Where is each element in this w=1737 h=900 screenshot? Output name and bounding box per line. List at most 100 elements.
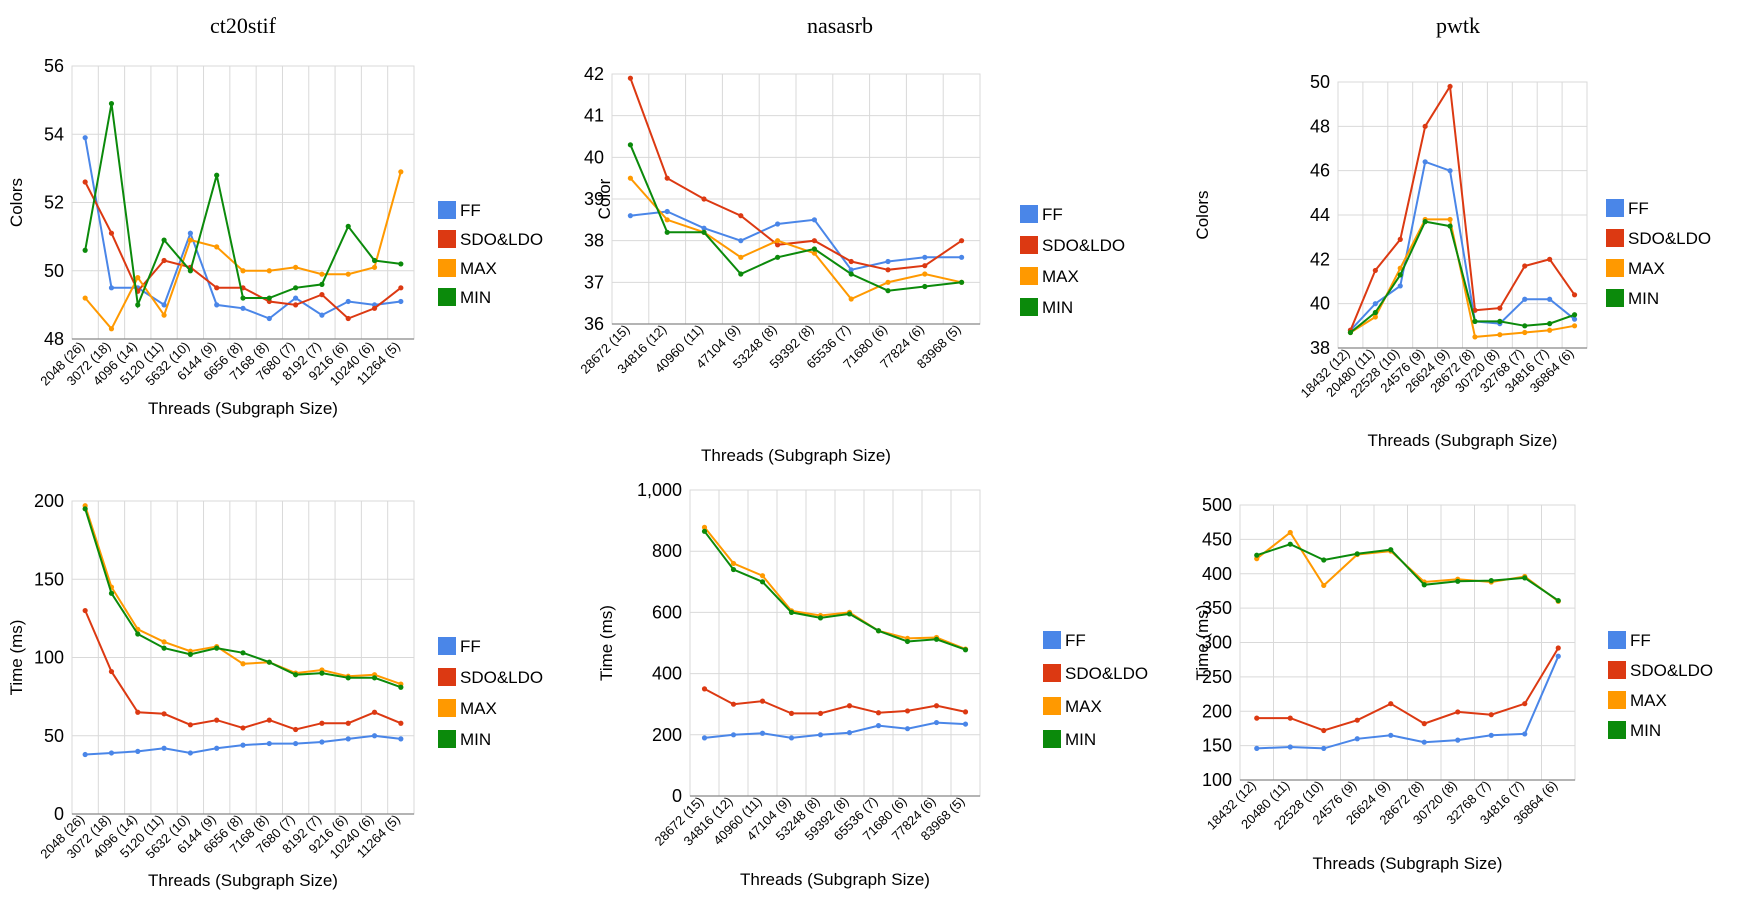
data-point-ff xyxy=(1372,301,1378,307)
data-point-min xyxy=(1547,321,1553,327)
data-point-min xyxy=(398,261,404,267)
y-tick-label: 300 xyxy=(1202,633,1232,653)
data-point-ff xyxy=(875,723,882,729)
data-point-sdo-ldo xyxy=(1421,721,1427,727)
y-tick-label: 400 xyxy=(1202,564,1232,584)
data-point-ff xyxy=(214,302,220,308)
data-point-sdo-ldo xyxy=(1397,236,1403,242)
data-point-max xyxy=(1497,332,1503,338)
y-tick-label: 39 xyxy=(584,189,604,209)
data-point-ff xyxy=(345,298,351,305)
legend-label: SDO&LDO xyxy=(1042,236,1125,255)
data-point-min xyxy=(1488,578,1494,584)
data-point-ff xyxy=(161,302,167,308)
legend-label: MAX xyxy=(460,259,497,278)
x-axis-label: Threads (Subgraph Size) xyxy=(148,871,338,890)
y-tick-label: 150 xyxy=(1202,736,1232,756)
data-point-sdo-ldo xyxy=(1447,83,1453,90)
data-point-min xyxy=(775,254,781,260)
data-point-min xyxy=(371,257,378,264)
data-point-max xyxy=(922,271,928,277)
data-point-min xyxy=(293,285,299,291)
chart-title: nasasrb xyxy=(807,13,873,38)
legend-swatch xyxy=(1608,631,1626,649)
y-tick-label: 36 xyxy=(584,314,604,334)
data-point-min xyxy=(135,302,141,308)
series-line-ff xyxy=(704,721,966,739)
series-line-min xyxy=(703,530,966,651)
legend-swatch xyxy=(1608,661,1626,679)
data-point-max xyxy=(371,264,378,270)
data-point-min xyxy=(1571,312,1578,318)
data-point-sdo-ldo xyxy=(817,710,824,716)
data-point-max xyxy=(161,312,167,318)
data-point-ff xyxy=(775,221,781,227)
data-point-min xyxy=(817,615,824,621)
data-point-sdo-ldo xyxy=(293,726,299,733)
series-line-max xyxy=(703,526,966,651)
data-point-ff xyxy=(1287,744,1293,750)
y-tick-label: 800 xyxy=(652,541,682,561)
legend-label: FF xyxy=(460,201,481,220)
data-point-sdo-ldo xyxy=(959,238,965,244)
data-point-min xyxy=(371,675,378,681)
data-point-sdo-ldo xyxy=(775,242,781,248)
legend-label: MAX xyxy=(1630,691,1667,710)
y-axis-label: Color xyxy=(595,178,614,219)
data-point-min xyxy=(1472,318,1478,324)
data-point-max xyxy=(214,244,220,250)
data-point-sdo-ldo xyxy=(875,710,882,716)
legend-swatch xyxy=(1043,697,1061,715)
x-axis-label: Threads (Subgraph Size) xyxy=(148,399,338,418)
data-point-sdo-ldo xyxy=(398,285,404,291)
data-point-max xyxy=(1287,529,1293,536)
data-point-min xyxy=(266,295,272,301)
y-tick-label: 46 xyxy=(1310,161,1330,181)
legend-label: SDO&LDO xyxy=(1065,664,1148,683)
data-point-sdo-ldo xyxy=(730,701,737,707)
data-point-ff xyxy=(161,745,167,751)
data-point-sdo-ldo xyxy=(848,258,854,265)
legend-swatch xyxy=(1020,298,1038,316)
data-point-ff xyxy=(293,740,299,747)
data-point-max xyxy=(1321,582,1327,589)
data-point-sdo-ldo xyxy=(108,668,115,675)
y-tick-label: 40 xyxy=(584,147,604,167)
y-tick-label: 200 xyxy=(34,491,64,511)
data-point-ff xyxy=(82,751,88,758)
data-point-ff xyxy=(187,750,193,756)
data-point-min xyxy=(1354,551,1360,557)
data-point-min xyxy=(1388,547,1394,553)
data-point-ff xyxy=(135,748,141,755)
data-point-max xyxy=(885,279,891,285)
data-point-min xyxy=(1497,318,1503,324)
data-point-sdo-ldo xyxy=(1472,307,1478,313)
data-point-ff xyxy=(240,305,246,311)
data-point-sdo-ldo xyxy=(293,302,299,308)
data-point-max xyxy=(161,639,167,645)
data-point-max xyxy=(266,268,272,274)
y-tick-label: 52 xyxy=(44,193,64,213)
data-point-max xyxy=(345,271,351,277)
data-point-max xyxy=(1571,323,1578,329)
chart-title: pwtk xyxy=(1436,13,1480,38)
legend-swatch xyxy=(1043,730,1061,748)
legend: FF SDO&LDO MAX MIN xyxy=(1043,631,1148,749)
y-tick-label: 1,000 xyxy=(637,480,682,500)
legend-swatch xyxy=(1606,229,1624,247)
legend-swatch xyxy=(438,259,456,277)
data-point-sdo-ldo xyxy=(135,709,141,715)
legend-label: MIN xyxy=(460,288,491,307)
data-point-sdo-ldo xyxy=(1497,305,1503,311)
data-point-min xyxy=(1422,219,1428,225)
data-point-ff xyxy=(108,750,115,756)
legend-swatch xyxy=(1606,199,1624,217)
data-point-sdo-ldo xyxy=(738,213,744,219)
data-point-ff xyxy=(730,732,737,738)
data-point-ff xyxy=(664,208,670,215)
data-point-sdo-ldo xyxy=(161,257,167,264)
legend-swatch xyxy=(1608,691,1626,709)
data-point-sdo-ldo xyxy=(1287,715,1293,721)
